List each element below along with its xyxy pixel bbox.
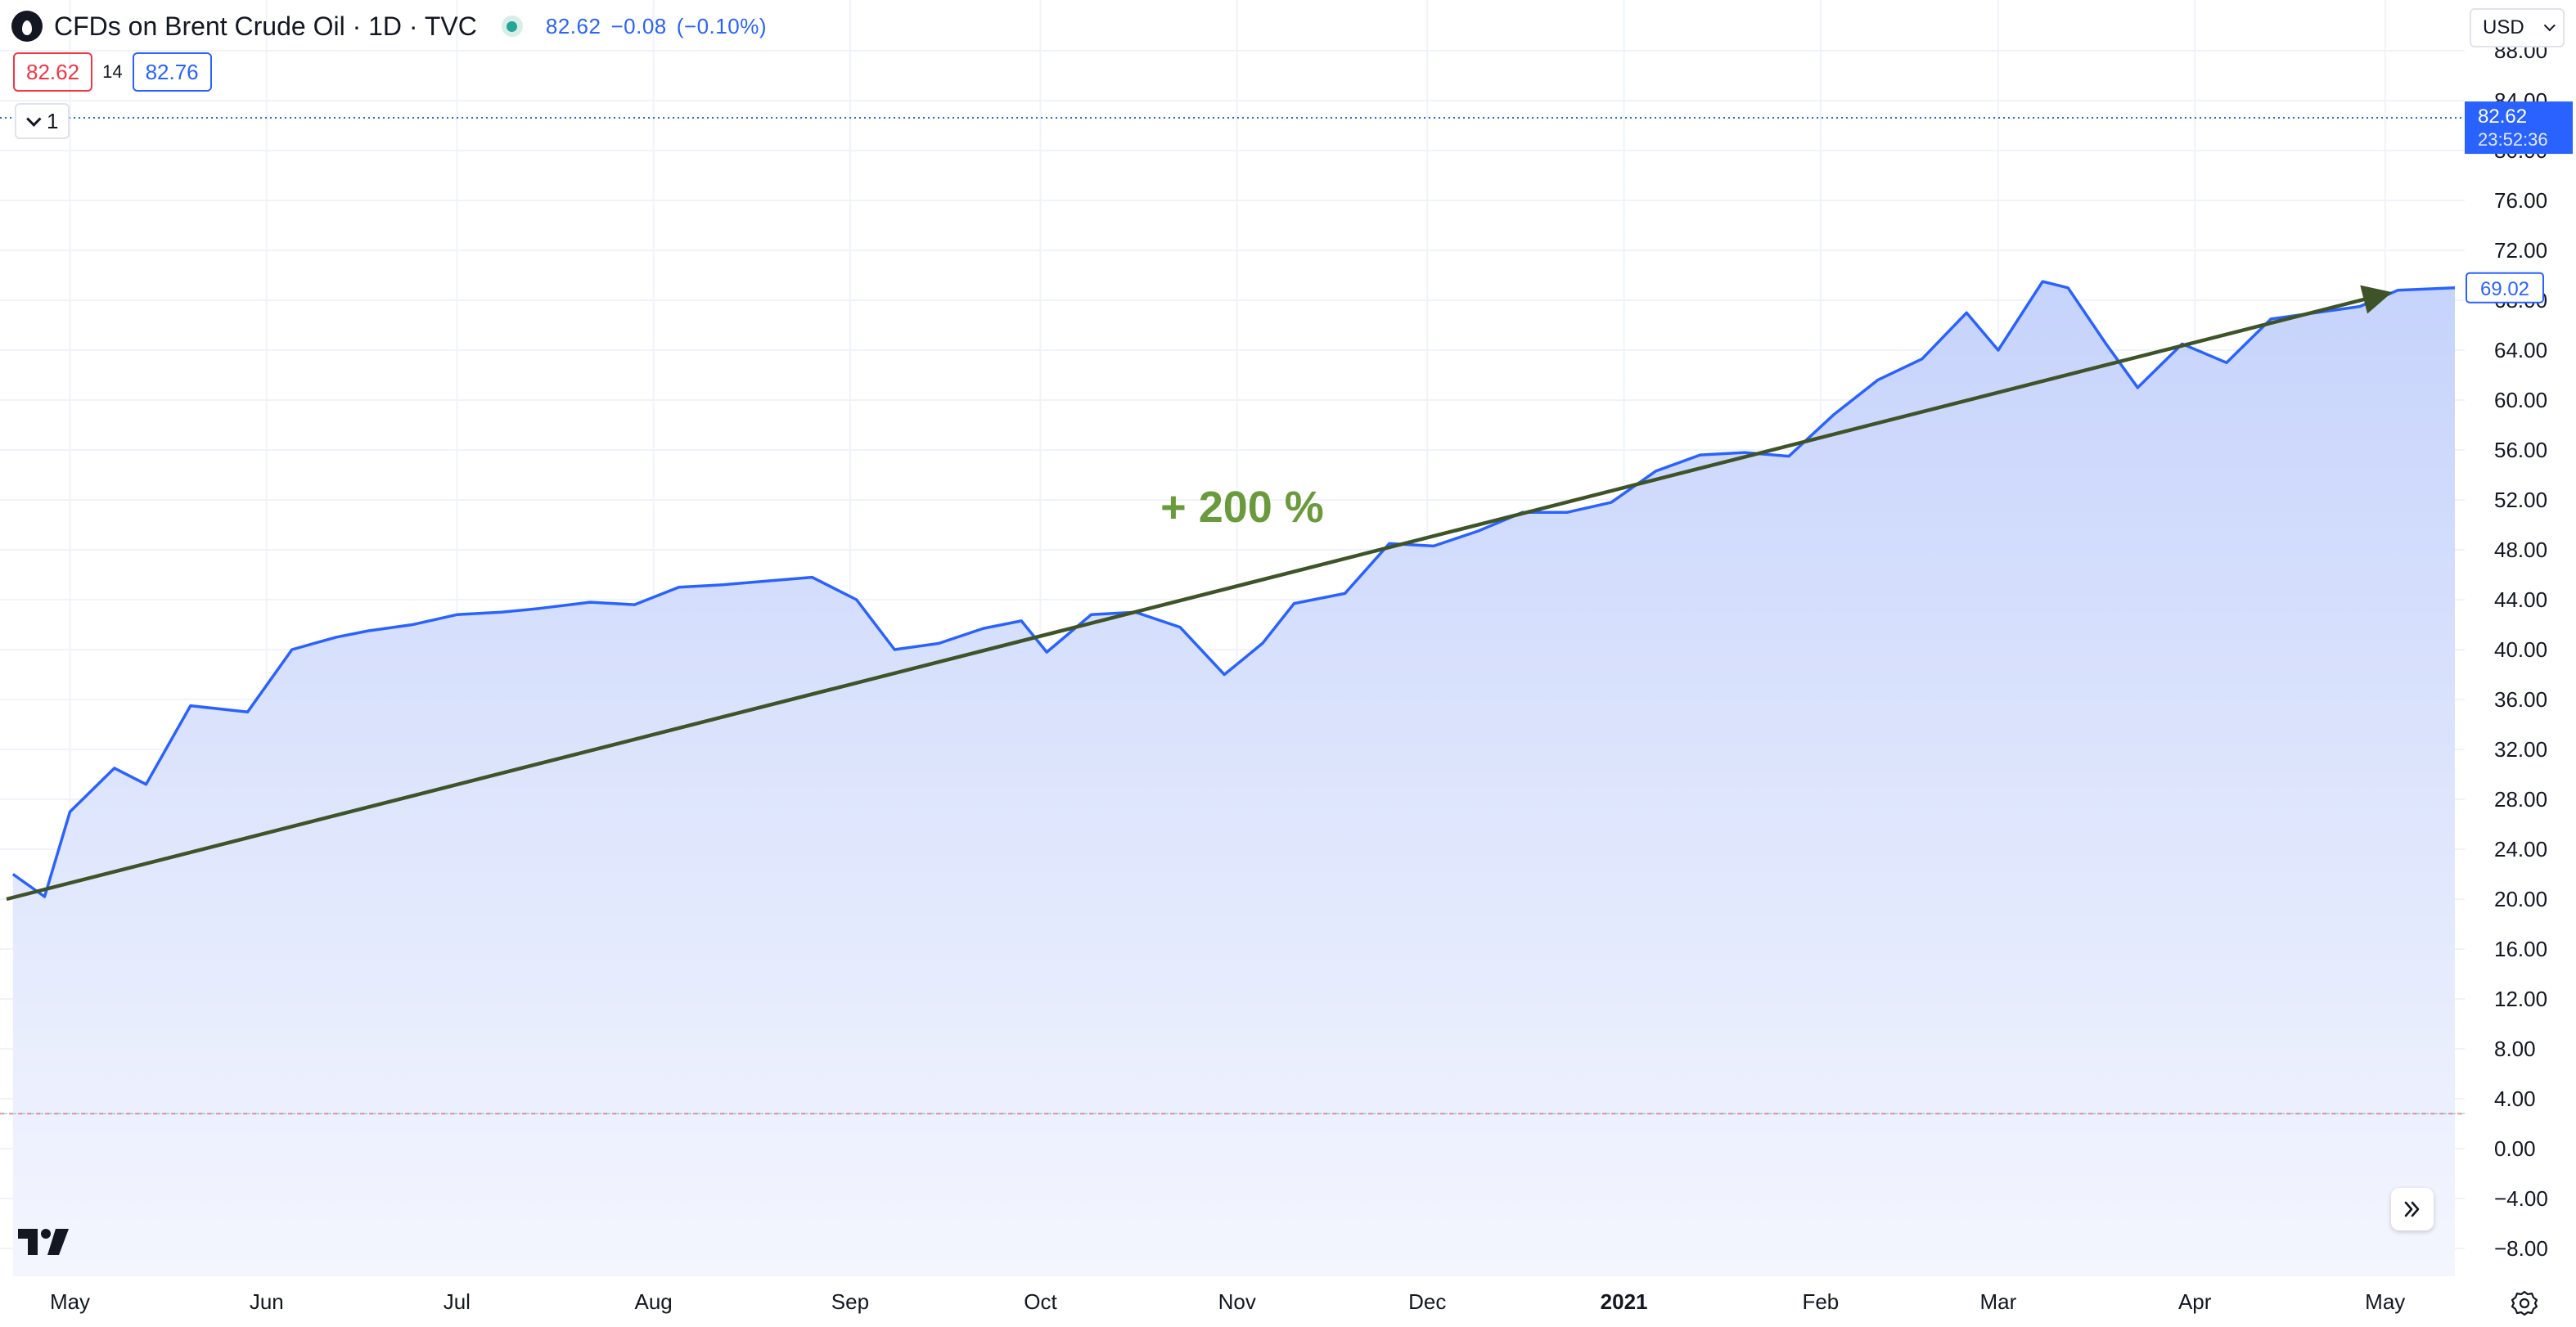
price-axis[interactable]: 88.0084.0080.0076.0072.0068.0064.0060.00… [2494,38,2548,1261]
price-area-fill [12,281,2455,1277]
y-tick-label: 12.00 [2494,987,2547,1011]
price-change: −0.08 [610,13,667,38]
y-tick-label: 4.00 [2494,1086,2536,1111]
x-tick-label: May [2365,1289,2405,1314]
chart-header: CFDs on Brent Crude Oil · 1D · TVC 82.62… [11,8,777,44]
trend-arrow[interactable] [6,285,2393,902]
last-price: 82.62 [545,13,601,38]
symbol-title[interactable]: CFDs on Brent Crude Oil · 1D · TVC [54,11,477,41]
tradingview-logo-icon[interactable] [18,1229,69,1255]
trend-annotation[interactable]: + 200 % [1160,483,1324,532]
price-change-percent: (−0.10%) [676,13,767,38]
y-tick-label: −8.00 [2494,1236,2548,1261]
chevron-down-icon [26,110,42,127]
x-tick-label: Oct [1024,1289,1057,1314]
y-tick-label: 16.00 [2494,937,2547,961]
y-tick-label: 64.00 [2494,338,2547,362]
oil-drop-icon [11,11,43,42]
y-tick-label: 36.00 [2494,687,2547,712]
y-tick-label: 20.00 [2494,887,2547,911]
y-tick-label: 40.00 [2494,637,2547,662]
countdown-timer: 23:52:36 [2478,129,2548,150]
x-tick-label: Jun [250,1289,284,1314]
series-value-label: 69.02 [2480,278,2529,300]
x-tick-label: Aug [634,1289,672,1314]
scroll-to-realtime-icon [2404,1201,2420,1217]
buy-button[interactable]: 82.76 [132,52,212,92]
x-tick-label: Jul [444,1289,471,1314]
y-tick-label: 0.00 [2494,1136,2536,1161]
y-tick-label: 28.00 [2494,787,2547,812]
x-tick-label: Dec [1408,1289,1446,1314]
currency-label: USD [2483,16,2524,38]
market-status-icon[interactable] [501,16,523,37]
x-tick-label: Apr [2178,1289,2212,1314]
x-tick-label: Nov [1218,1289,1256,1314]
x-tick-label: Sep [831,1289,869,1314]
y-tick-label: −4.00 [2494,1186,2548,1211]
y-tick-label: 44.00 [2494,587,2547,612]
y-tick-label: 48.00 [2494,538,2547,562]
price-series-line[interactable] [11,280,2456,898]
last-price-badge [2465,101,2573,155]
x-tick-label: Mar [1980,1289,2017,1314]
currency-select[interactable]: USD [2470,8,2565,47]
spread-value: 14 [102,61,123,82]
y-tick-label: 24.00 [2494,837,2547,861]
series-value-badge [2466,272,2544,304]
x-tick-label: 2021 [1601,1289,1648,1314]
y-tick-label: 56.00 [2494,438,2547,462]
bid-ask-panel: 82.62 14 82.76 [13,52,212,92]
last-price-badge-value: 82.62 [2478,106,2527,128]
x-tick-label: Feb [1802,1289,1839,1314]
x-tick-label: May [50,1289,90,1314]
legend-count: 1 [47,108,59,133]
y-tick-label: 60.00 [2494,388,2547,412]
time-axis[interactable]: May Jun Jul Aug Sep Oct Nov Dec 2021 Feb Mar Apr May [50,1289,2405,1314]
y-tick-label: 32.00 [2494,737,2547,762]
chevron-down-icon [2543,20,2556,32]
indicator-legend-toggle[interactable]: 1 [15,103,70,139]
sell-button[interactable]: 82.62 [13,52,93,92]
y-tick-label: 72.00 [2494,238,2547,263]
y-tick-label: 76.00 [2494,188,2547,213]
y-tick-label: 52.00 [2494,488,2547,512]
y-tick-label: 8.00 [2494,1037,2536,1061]
scroll-to-realtime-button[interactable] [2391,1188,2434,1230]
quote-readout: 82.62 −0.08 (−0.10%) [546,14,777,39]
settings-gear-icon[interactable] [2511,1289,2538,1317]
